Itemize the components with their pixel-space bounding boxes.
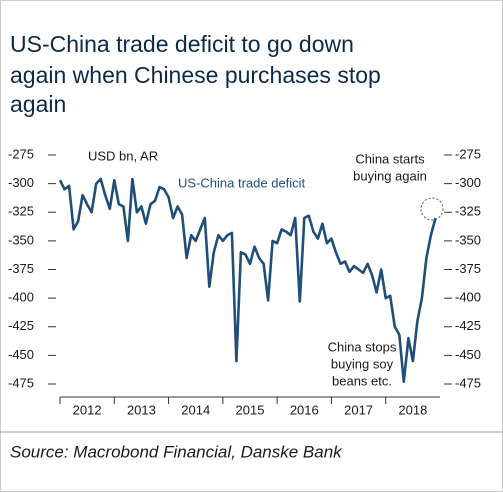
annotation: buying again [353, 168, 427, 183]
y2-tick-label: -475 [455, 375, 481, 390]
source: Source: Macrobond Financial, Danske Bank [10, 442, 343, 461]
y-tick-label: -450 [8, 347, 34, 362]
x-tick-label: 2015 [236, 402, 265, 417]
y2-tick-label: -300 [455, 175, 481, 190]
y2-tick-label: -375 [455, 261, 481, 276]
x-tick-label: 2017 [344, 402, 373, 417]
chart-title-line: again when Chinese purchases stop [10, 62, 381, 88]
x-tick-label: 2012 [73, 402, 102, 417]
highlight-circle [420, 197, 444, 221]
annotation: beans etc. [332, 373, 392, 388]
y-tick-label: -475 [8, 375, 34, 390]
y2-tick-label: -325 [455, 204, 481, 219]
x-tick-label: 2016 [290, 402, 319, 417]
chart-title-line: US-China trade deficit to go down [10, 31, 354, 57]
series-label: US-China trade deficit [178, 175, 306, 190]
y2-tick-label: -400 [455, 290, 481, 305]
annotation: China stops [328, 339, 397, 354]
x-tick-label: 2014 [181, 402, 210, 417]
y-tick-label: -375 [8, 261, 34, 276]
chart-title-line: again [10, 91, 66, 117]
annotation: China starts [355, 151, 425, 166]
y2-tick-label: -450 [455, 347, 481, 362]
y2-tick-label: -425 [455, 318, 481, 333]
data-line [58, 177, 437, 383]
y-tick-label: -325 [8, 204, 34, 219]
y-tick-label: -300 [8, 175, 34, 190]
y-tick-label: -425 [8, 318, 34, 333]
x-tick-label: 2018 [398, 402, 427, 417]
y-tick-label: -275 [8, 146, 34, 161]
unit-label: USD bn, AR [88, 148, 158, 163]
y-tick-label: -350 [8, 232, 34, 247]
y-tick-label: -400 [8, 290, 34, 305]
y2-tick-label: -350 [455, 232, 481, 247]
x-tick-label: 2013 [127, 402, 156, 417]
annotation: buying soy [331, 356, 394, 371]
y2-tick-label: -275 [455, 146, 481, 161]
